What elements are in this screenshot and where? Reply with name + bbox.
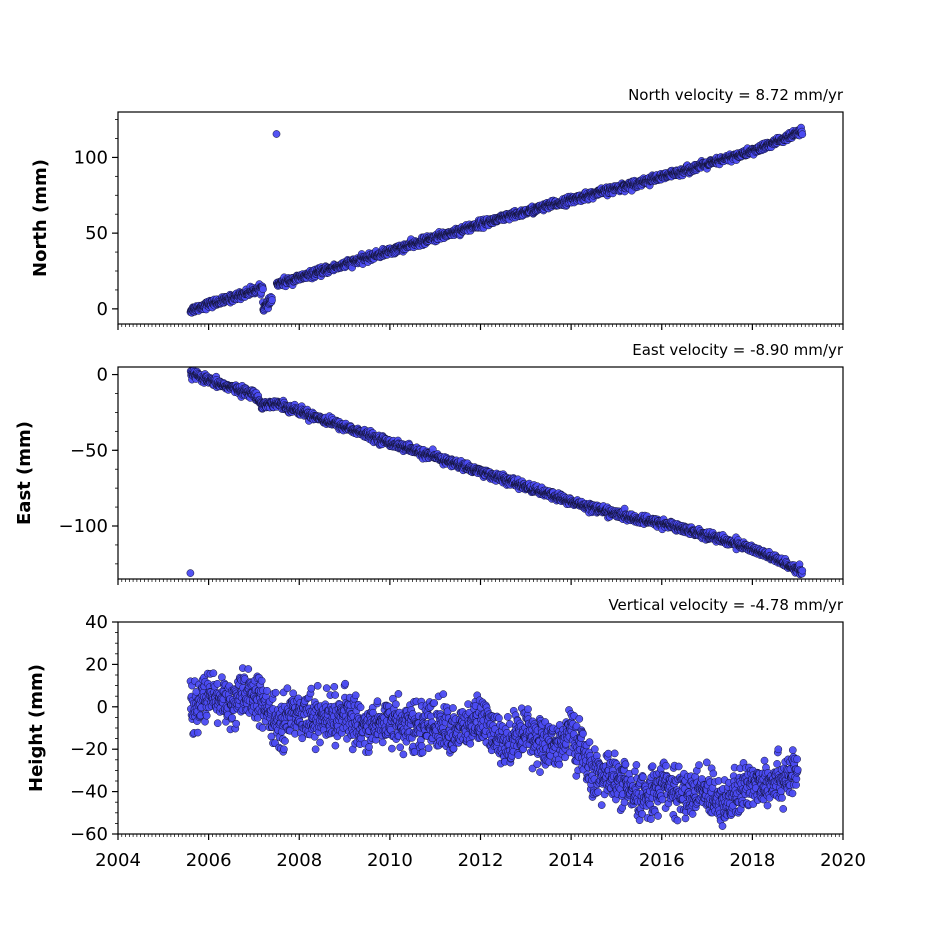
y-tick-label: 50: [85, 223, 108, 244]
data-point: [281, 737, 289, 745]
data-point: [313, 681, 322, 690]
data-point: [307, 684, 316, 693]
y-tick-label: 100: [74, 147, 108, 168]
y-tick-label: −50: [70, 440, 108, 461]
data-point: [258, 724, 267, 732]
data-point: [331, 691, 340, 699]
data-point: [280, 745, 288, 754]
data-point: [316, 738, 324, 747]
data-point: [283, 684, 292, 693]
data-point: [259, 285, 267, 294]
data-point: [331, 741, 340, 750]
data-point: [257, 676, 266, 685]
data-point: [322, 684, 331, 692]
y-tick-label: 0: [97, 365, 108, 386]
data-point: [244, 665, 253, 673]
north-y-axis-label: North (mm): [30, 159, 51, 277]
y-tick-label: 0: [97, 299, 108, 320]
data-point: [311, 745, 320, 754]
data-point: [263, 686, 271, 695]
north-data-points: [186, 123, 807, 317]
data-point: [213, 719, 222, 728]
data-point: [330, 682, 339, 691]
data-point: [271, 688, 280, 697]
data-point: [798, 130, 807, 139]
data-point: [268, 296, 276, 304]
east-y-axis-label: East (mm): [14, 421, 35, 525]
data-point: [209, 669, 218, 678]
height-panel-title: Vertical velocity = -4.78 mm/yr: [608, 596, 843, 614]
north-panel: North velocity = 8.72 mm/yr 0 50 100 North…: [30, 86, 844, 330]
data-point: [213, 679, 222, 688]
data-point: [798, 566, 807, 575]
data-point: [193, 728, 202, 737]
data-point: [202, 711, 211, 720]
data-point: [272, 130, 281, 138]
data-point: [232, 719, 241, 728]
east-panel-title: East velocity = -8.90 mm/yr: [632, 341, 844, 359]
data-point: [186, 569, 195, 577]
data-point: [341, 679, 350, 688]
y-tick-label: −100: [59, 516, 108, 537]
north-panel-title: North velocity = 8.72 mm/yr: [628, 86, 844, 104]
